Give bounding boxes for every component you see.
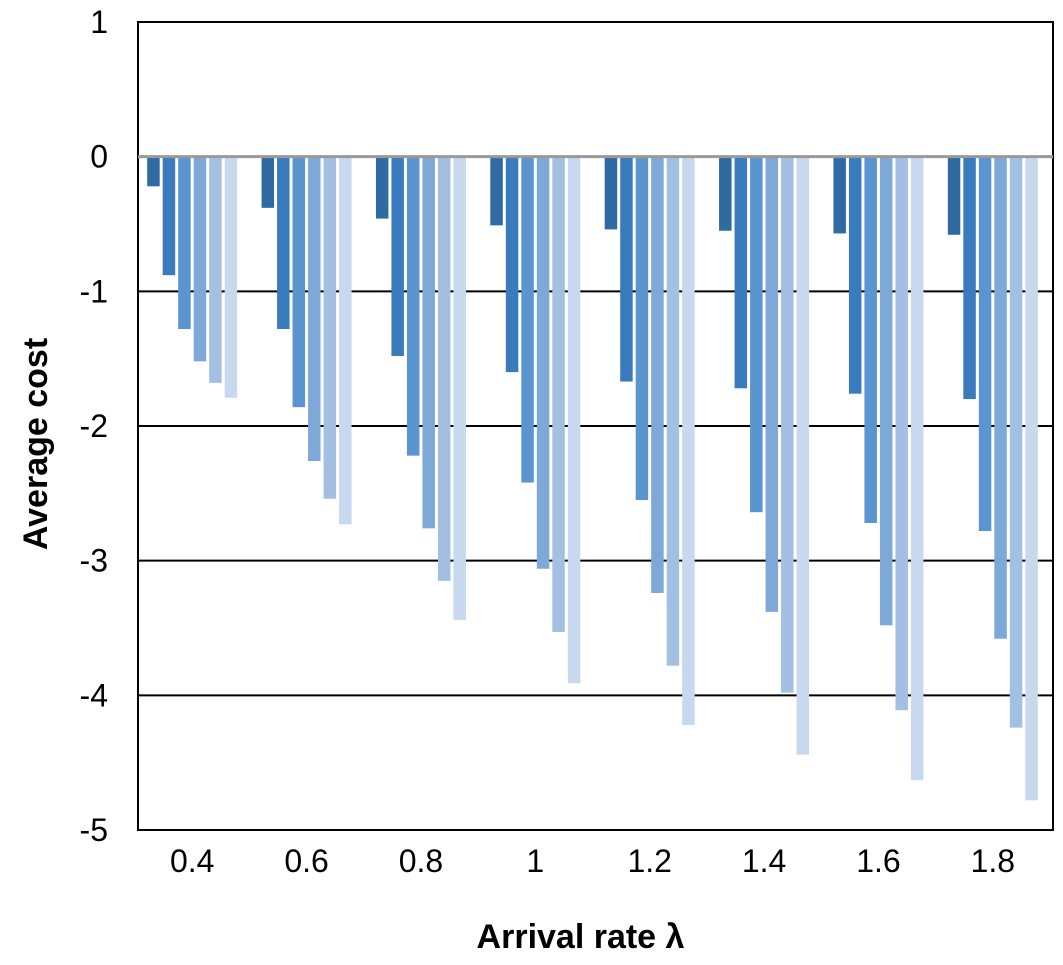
y-tick-label: 1 xyxy=(90,4,108,40)
bar xyxy=(895,156,908,711)
bar xyxy=(651,156,664,593)
bar xyxy=(1009,156,1023,728)
x-tick-labels: 0.4 0.6 0.8 1 1.2 1.4 1.6 1.8 xyxy=(170,843,1015,879)
bar xyxy=(719,156,732,231)
bar xyxy=(375,156,389,219)
x-tick-label: 0.6 xyxy=(284,843,328,879)
bar xyxy=(209,156,222,383)
bar xyxy=(292,156,306,408)
bar xyxy=(162,156,176,276)
bar xyxy=(666,156,680,666)
bar xyxy=(308,156,321,462)
x-tick-label: 1.8 xyxy=(971,843,1015,879)
bars xyxy=(147,156,1038,801)
bar xyxy=(147,156,160,187)
bar xyxy=(193,156,207,362)
bar xyxy=(734,156,748,389)
bar xyxy=(1025,156,1038,801)
bar xyxy=(910,156,924,781)
bar xyxy=(437,156,451,581)
bar xyxy=(879,156,893,626)
bar xyxy=(765,156,779,612)
bar xyxy=(796,156,810,755)
bar xyxy=(552,156,565,633)
bar xyxy=(490,156,503,226)
bar xyxy=(536,156,550,569)
x-axis-title: Arrival rate λ xyxy=(477,918,685,956)
bar xyxy=(750,156,763,513)
x-tick-label: 1.4 xyxy=(742,843,786,879)
bar xyxy=(947,156,961,235)
bar xyxy=(833,156,846,234)
bar xyxy=(277,156,290,330)
bar xyxy=(505,156,519,373)
bar xyxy=(391,156,404,356)
x-tick-label: 1 xyxy=(526,843,544,879)
bar xyxy=(635,156,649,501)
bar xyxy=(994,156,1007,639)
y-tick-label: -4 xyxy=(80,677,108,713)
bar xyxy=(781,156,794,693)
bar xyxy=(323,156,337,499)
bar xyxy=(963,156,976,400)
y-tick-label: 0 xyxy=(90,139,108,175)
bar xyxy=(261,156,275,208)
bar xyxy=(567,156,581,684)
y-axis-title: Average cost xyxy=(17,338,55,550)
x-tick-label: 1.2 xyxy=(627,843,671,879)
y-tick-label: -5 xyxy=(80,812,108,848)
bar xyxy=(406,156,420,456)
x-tick-label: 1.6 xyxy=(856,843,900,879)
bar xyxy=(178,156,191,330)
bar xyxy=(339,156,352,525)
bar xyxy=(224,156,238,398)
bar xyxy=(453,156,466,620)
bar xyxy=(864,156,877,523)
x-tick-label: 0.4 xyxy=(170,843,214,879)
bar xyxy=(848,156,862,394)
y-tick-label: -1 xyxy=(80,273,108,309)
bar xyxy=(682,156,695,725)
bar xyxy=(604,156,618,230)
y-tick-label: -2 xyxy=(80,408,108,444)
y-tick-label: -3 xyxy=(80,543,108,579)
bar xyxy=(521,156,534,483)
x-tick-label: 0.8 xyxy=(399,843,443,879)
bar xyxy=(620,156,633,382)
y-tick-labels: 1 0 -1 -2 -3 -4 -5 xyxy=(80,4,108,848)
bar xyxy=(978,156,992,532)
bar xyxy=(422,156,435,529)
